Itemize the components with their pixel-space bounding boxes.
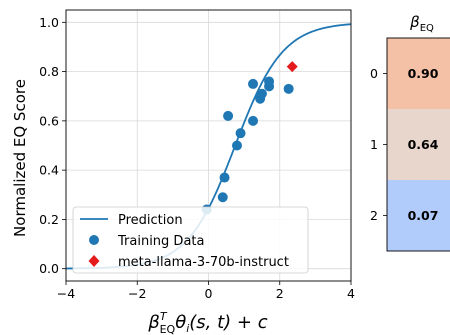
heatmap-cells [387, 38, 450, 251]
llama-data-point [286, 61, 298, 73]
y-tick-label: 0.0 [39, 261, 59, 276]
legend-llama-label: meta-llama-3-70b-instruct [118, 255, 289, 270]
x-tick-label: −2 [128, 286, 146, 301]
legend-box [72, 206, 309, 274]
x-axis-ticks: −4 −2 0 2 4 [57, 281, 355, 301]
heatmap-cell [387, 38, 450, 109]
legend-training-swatch [89, 235, 99, 245]
heatmap-title-sub: EQ [420, 23, 434, 34]
heatmap-row-labels: 0 1 2 [370, 66, 387, 223]
heatmap-row-label: 2 [370, 208, 378, 223]
training-data-point [223, 110, 234, 121]
x-label-theta: θ [175, 312, 186, 333]
main-plot: −4 −2 0 2 4 0.0 0.2 0.4 0.6 0.8 1.0 Normalized EQ… [11, 9, 355, 335]
heatmap-title: βEQ [409, 13, 434, 34]
x-label-theta-sub: i [186, 322, 189, 335]
heatmap-row-label: 1 [370, 137, 378, 152]
y-tick-label: 1.0 [39, 15, 59, 30]
x-tick-label: 4 [347, 286, 355, 301]
y-tick-label: 0.6 [39, 113, 59, 128]
legend-prediction-label: Prediction [118, 213, 183, 228]
y-tick-label: 0.2 [39, 212, 59, 227]
training-data-point [264, 76, 275, 87]
training-data-point [248, 78, 259, 89]
x-axis-label: βT EQθi(s, t) + c [147, 310, 267, 335]
heatmap-cell [387, 180, 450, 251]
heatmap-row-label: 0 [370, 66, 378, 81]
y-axis-ticks: 0.0 0.2 0.4 0.6 0.8 1.0 [39, 15, 66, 276]
x-tick-label: −4 [57, 286, 75, 301]
heatmap-value-labels: 0.90 0.64 0.07 [408, 66, 439, 223]
training-data-point [256, 88, 267, 99]
legend: Prediction Training Data meta-llama-3-70… [72, 206, 309, 274]
x-tick-label: 2 [276, 286, 284, 301]
heatmap-value-label: 0.07 [408, 208, 439, 223]
heatmap-frame [386, 37, 450, 252]
legend-llama-swatch [88, 255, 100, 267]
x-label-beta-sub: EQ [160, 323, 176, 335]
training-data-point [283, 83, 294, 94]
y-tick-label: 0.8 [39, 64, 59, 79]
heatmap-cell [387, 109, 450, 180]
heatmap-title-beta: β [409, 13, 420, 31]
heatmap-value-label: 0.90 [408, 66, 439, 81]
beta-eq-heatmap: βEQ 0 1 2 0.90 0.64 0.07 [370, 13, 450, 252]
training-data-point [235, 128, 246, 139]
x-label-beta: β [147, 312, 160, 333]
training-data-point [232, 140, 242, 151]
y-axis-label: Normalized EQ Score [11, 79, 29, 237]
training-data-point [248, 115, 259, 126]
x-label-rest: (s, t) + c [189, 312, 267, 333]
heatmap-value-label: 0.64 [408, 137, 439, 152]
training-data-point [219, 172, 230, 183]
legend-training-label: Training Data [117, 234, 204, 249]
x-tick-label: 0 [205, 286, 213, 301]
x-label-beta-sup: T [160, 310, 168, 323]
training-data-point [217, 192, 228, 203]
y-tick-label: 0.4 [39, 163, 59, 178]
